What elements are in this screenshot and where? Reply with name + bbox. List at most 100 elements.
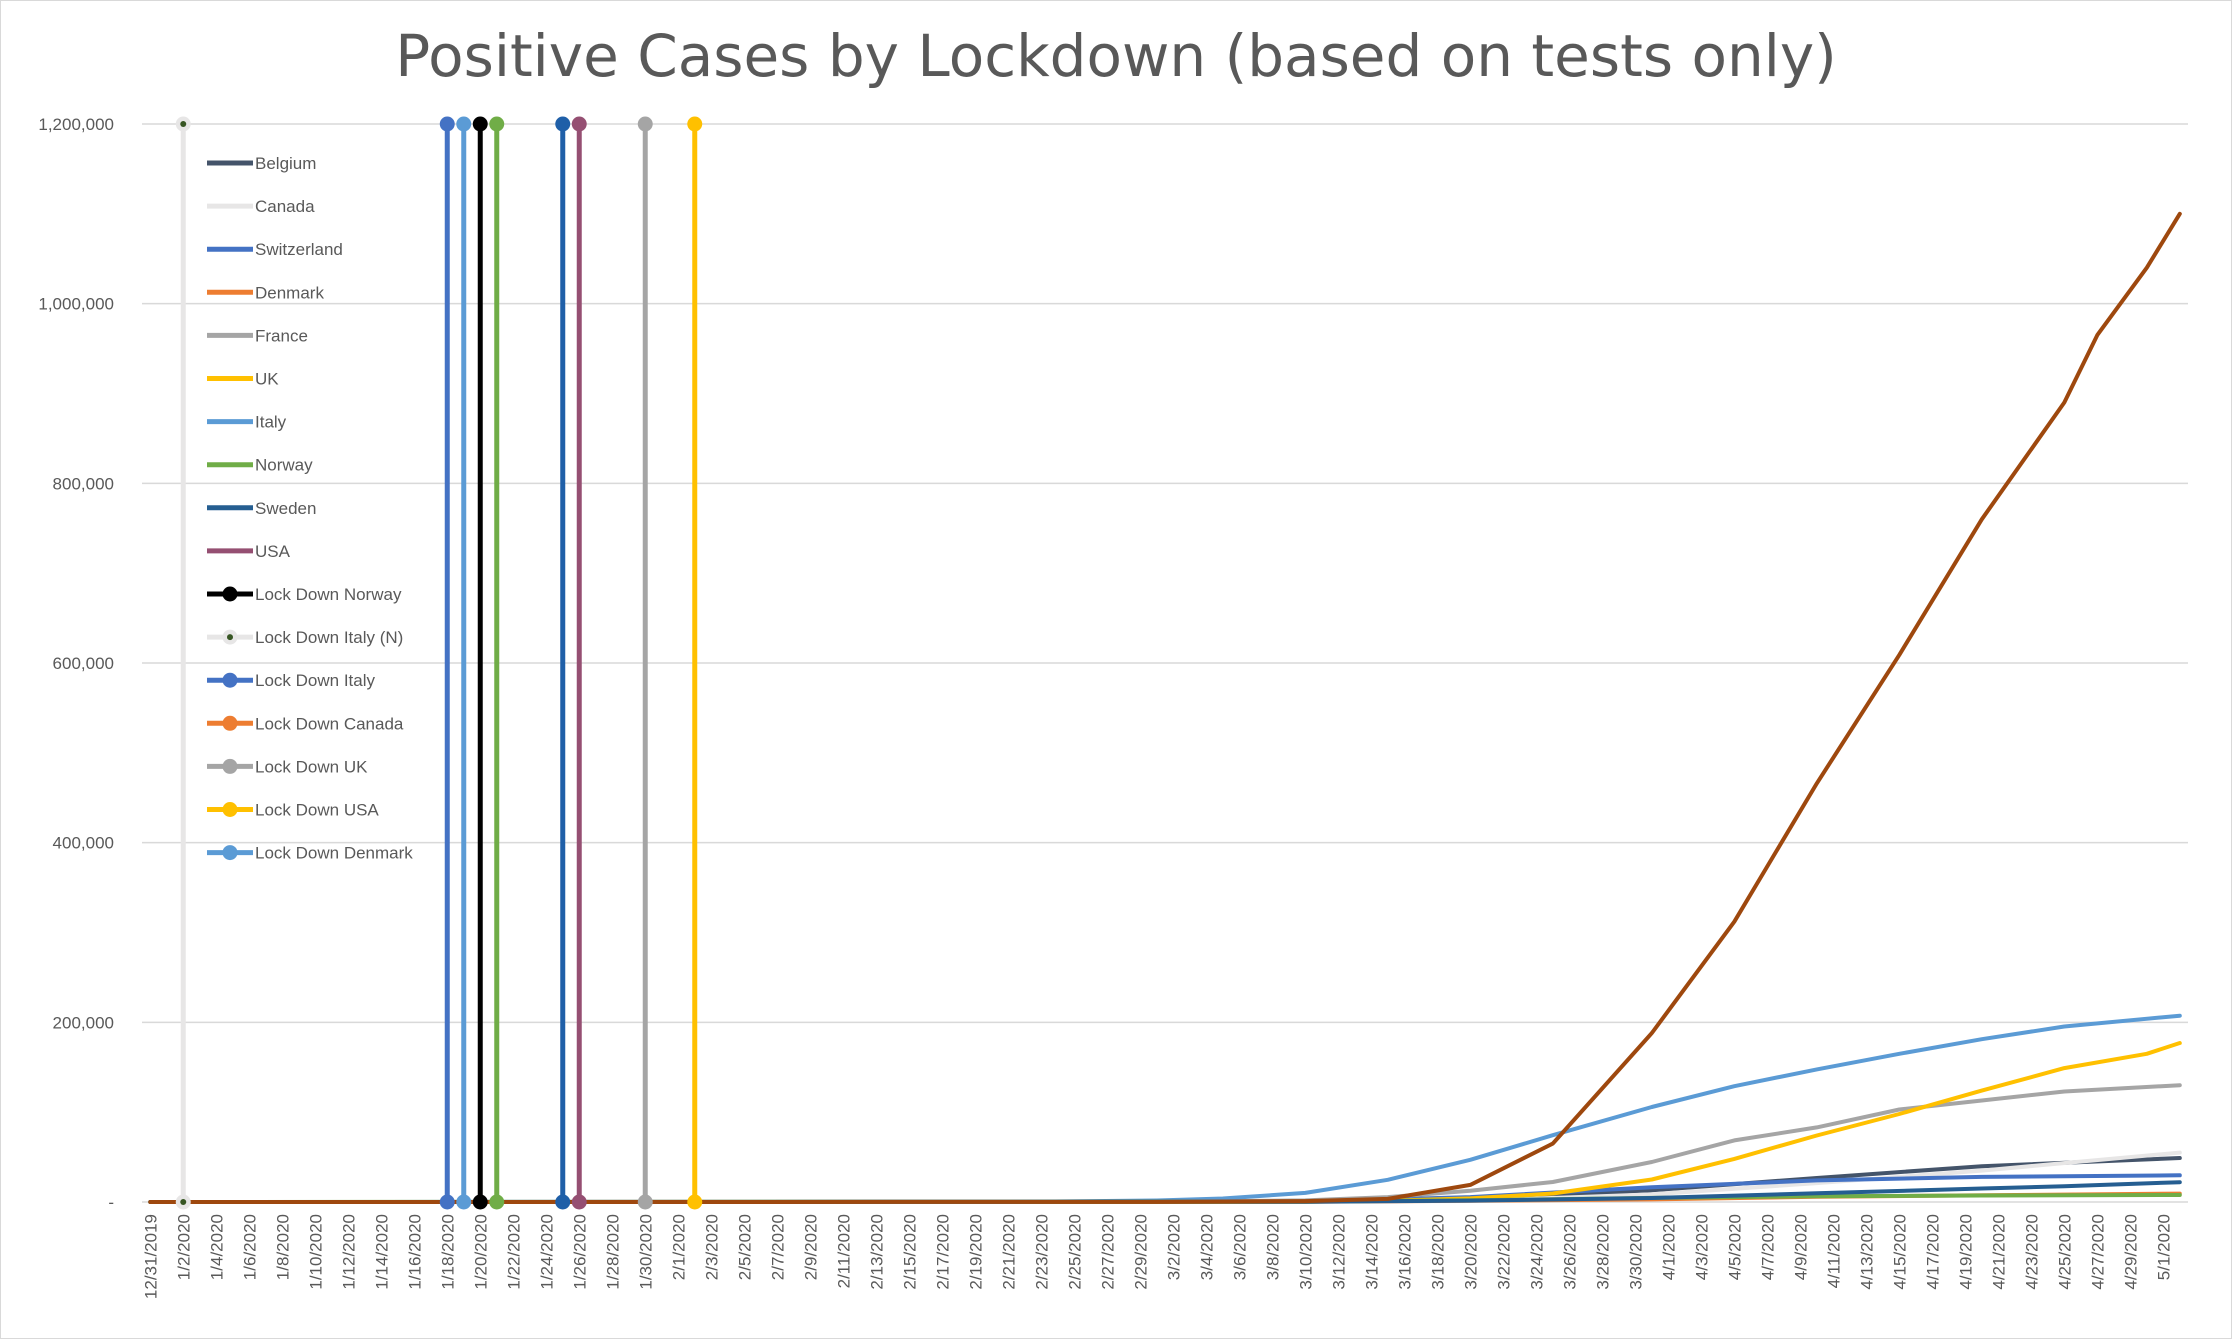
x-tick-label: 4/7/2020	[1758, 1214, 1777, 1280]
legend-label: France	[255, 326, 308, 345]
y-tick-label: 600,000	[53, 654, 114, 673]
x-tick-label: 1/12/2020	[339, 1214, 358, 1290]
x-tick-label: 3/26/2020	[1560, 1214, 1579, 1290]
x-tick-label: 2/27/2020	[1098, 1214, 1117, 1290]
lockdown-marker-center	[477, 1199, 484, 1205]
x-tick-label: 1/20/2020	[471, 1214, 490, 1290]
x-tick-label: 1/16/2020	[405, 1214, 424, 1290]
x-tick-label: 2/19/2020	[966, 1214, 985, 1290]
x-tick-label: 2/25/2020	[1065, 1214, 1084, 1290]
x-tick-label: 3/8/2020	[1263, 1214, 1282, 1280]
lockdown-marker	[456, 1194, 472, 1210]
x-tick-label: 4/13/2020	[1857, 1214, 1876, 1290]
x-tick-label: 2/1/2020	[669, 1214, 688, 1280]
x-tick-label: 2/21/2020	[999, 1214, 1018, 1290]
x-tick-label: 1/22/2020	[504, 1214, 523, 1290]
legend-label: Lock Down UK	[255, 757, 368, 776]
x-tick-label: 2/3/2020	[702, 1214, 721, 1280]
legend-label: Lock Down Italy (N)	[255, 628, 403, 647]
x-tick-label: 4/17/2020	[1923, 1214, 1942, 1290]
lockdown-marker-center	[477, 121, 484, 127]
x-tick-label: 1/6/2020	[240, 1214, 259, 1280]
x-tick-label: 1/8/2020	[273, 1214, 292, 1280]
legend-label: USA	[255, 542, 291, 561]
legend-label: Lock Down Canada	[255, 714, 404, 733]
chart-title: Positive Cases by Lockdown (based on tes…	[395, 22, 1837, 90]
x-tick-label: 2/17/2020	[933, 1214, 952, 1290]
x-tick-label: 3/14/2020	[1362, 1214, 1381, 1290]
x-tick-label: 3/12/2020	[1329, 1214, 1348, 1290]
y-tick-label: 400,000	[53, 834, 114, 853]
x-tick-label: 2/13/2020	[867, 1214, 886, 1290]
x-tick-label: 4/1/2020	[1659, 1214, 1678, 1280]
x-tick-label: 3/22/2020	[1494, 1214, 1513, 1290]
x-tick-label: 2/9/2020	[801, 1214, 820, 1280]
legend-label: Italy	[255, 413, 287, 432]
legend-marker-center	[227, 634, 233, 641]
legend-label: Norway	[255, 456, 313, 475]
x-tick-label: 1/24/2020	[537, 1214, 556, 1290]
legend-label: Lock Down Norway	[255, 585, 402, 604]
y-tick-label: 1,200,000	[38, 115, 114, 134]
x-tick-label: 2/15/2020	[900, 1214, 919, 1290]
legend-marker	[222, 802, 238, 817]
x-tick-label: 3/18/2020	[1428, 1214, 1447, 1290]
legend-label: Sweden	[255, 499, 316, 518]
x-tick-label: 1/2/2020	[174, 1214, 193, 1280]
y-tick-label: 200,000	[53, 1013, 114, 1032]
x-tick-label: 3/28/2020	[1593, 1214, 1612, 1290]
x-tick-label: 4/11/2020	[1824, 1214, 1843, 1288]
legend-label: Lock Down Italy	[255, 671, 375, 690]
lockdown-marker	[439, 116, 455, 132]
legend-marker	[222, 758, 238, 774]
lockdown-marker	[637, 1194, 653, 1210]
x-tick-label: 2/5/2020	[735, 1214, 754, 1280]
x-tick-label: 3/30/2020	[1626, 1214, 1645, 1290]
x-tick-label: 4/23/2020	[2022, 1214, 2041, 1290]
x-tick-label: 4/15/2020	[1890, 1214, 1909, 1290]
lockdown-marker-center	[180, 121, 187, 127]
legend-marker	[222, 845, 238, 861]
series-line-usa	[148, 211, 2182, 1204]
x-tick-label: 4/29/2020	[2121, 1214, 2140, 1290]
legend-label: Denmark	[255, 283, 324, 302]
x-tick-label: 4/9/2020	[1791, 1214, 1810, 1280]
x-tick-label: 5/1/2020	[2154, 1214, 2173, 1280]
x-tick-label: 4/27/2020	[2088, 1214, 2107, 1290]
x-tick-label: 1/14/2020	[372, 1214, 391, 1290]
x-tick-label: 1/30/2020	[636, 1214, 655, 1290]
lockdown-marker	[439, 1194, 455, 1210]
legend-label: Lock Down Denmark	[255, 844, 413, 863]
x-tick-label: 1/10/2020	[306, 1214, 325, 1290]
lockdown-marker	[555, 1194, 571, 1210]
legend-label: Canada	[255, 197, 315, 216]
x-tick-label: 3/20/2020	[1461, 1214, 1480, 1290]
y-tick-label: 800,000	[53, 474, 114, 493]
x-tick-label: 3/2/2020	[1164, 1214, 1183, 1280]
lockdown-marker	[687, 116, 703, 132]
lockdown-marker	[571, 1194, 587, 1210]
legend-label: UK	[255, 370, 279, 389]
legend-label: Belgium	[255, 154, 316, 173]
x-tick-label: 12/31/2019	[141, 1214, 160, 1299]
lockdown-marker	[555, 116, 571, 132]
x-tick-label: 3/4/2020	[1197, 1214, 1216, 1280]
x-tick-label: 2/7/2020	[768, 1214, 787, 1280]
x-tick-label: 1/28/2020	[603, 1214, 622, 1290]
x-tick-label: 3/16/2020	[1395, 1214, 1414, 1290]
series-line-france	[148, 1083, 2182, 1204]
lockdown-marker	[456, 116, 472, 132]
x-tick-label: 2/11/2020	[834, 1214, 853, 1288]
x-tick-label: 2/29/2020	[1131, 1214, 1150, 1290]
lockdown-marker	[489, 116, 505, 132]
x-tick-label: 3/10/2020	[1296, 1214, 1315, 1290]
x-tick-label: 4/19/2020	[1956, 1214, 1975, 1290]
x-tick-label: 4/5/2020	[1725, 1214, 1744, 1280]
lockdown-marker	[571, 116, 587, 132]
legend-label: Switzerland	[255, 240, 343, 259]
x-tick-label: 4/21/2020	[1989, 1214, 2008, 1290]
legend-label: Lock Down USA	[255, 801, 379, 820]
lockdown-marker	[687, 1194, 703, 1210]
